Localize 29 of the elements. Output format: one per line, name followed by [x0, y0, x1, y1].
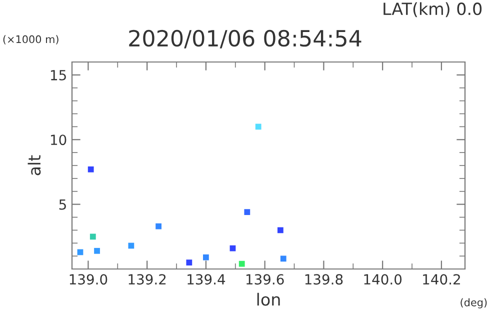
- point: [94, 248, 100, 254]
- point: [244, 209, 250, 216]
- x-tick-label: 139.0: [70, 274, 108, 285]
- point: [203, 254, 209, 260]
- point: [238, 260, 245, 267]
- y-tick-label: 10: [50, 134, 66, 146]
- y-tick-label: 15: [50, 70, 66, 80]
- text: (deg): [460, 298, 487, 308]
- x-tick-label: 140.0: [364, 274, 402, 285]
- y-tick-label: 5: [59, 199, 66, 210]
- x-tick-label: 140.2: [423, 274, 460, 285]
- x-tick-label: 139.8: [305, 274, 343, 285]
- chart-title: 2020/01/06 08:54:54: [129, 30, 362, 48]
- point: [280, 256, 286, 262]
- point: [77, 249, 84, 256]
- point: [128, 242, 134, 249]
- text: (×1000 m): [3, 35, 58, 44]
- point: [88, 166, 94, 172]
- x-tick-label: 139.2: [128, 274, 166, 285]
- chart-subtitle: LAT(km) 0.0: [384, 2, 482, 18]
- point: [156, 223, 162, 230]
- y-axis-title: alt: [28, 155, 41, 176]
- point: [277, 227, 284, 234]
- point: [90, 234, 96, 240]
- point: [255, 124, 262, 130]
- point: [186, 260, 192, 266]
- x-tick-label: 139.6: [246, 274, 284, 285]
- x-axis-title: lon: [257, 292, 280, 306]
- x-tick-label: 139.4: [188, 274, 226, 285]
